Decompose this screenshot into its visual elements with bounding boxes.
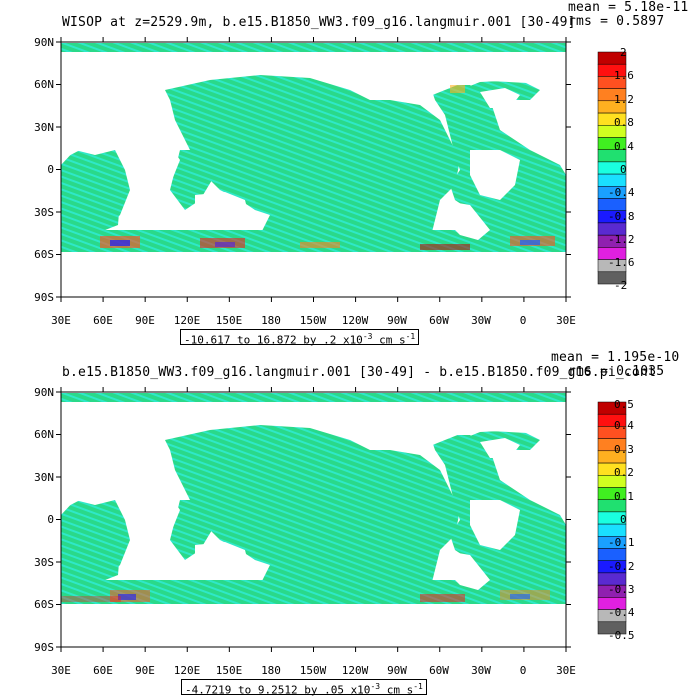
bottom-cb-label-10: -0.5 <box>608 629 635 642</box>
bottom-cb-label-3: 0.2 <box>614 466 634 479</box>
top-colorbar <box>597 51 627 285</box>
top-ylabel-60n: 60N <box>34 78 54 91</box>
bottom-ylabel-90n: 90N <box>34 386 54 399</box>
axis-ticks <box>56 387 571 652</box>
top-cb-label-5: 0 <box>620 163 627 176</box>
top-xlabel-180: 180 <box>261 314 281 327</box>
bottom-range-units: cm s <box>380 683 414 697</box>
bottom-xlabel-120w: 120W <box>341 664 369 677</box>
bottom-ylabel-30s: 30S <box>34 556 54 569</box>
bottom-map-land <box>61 410 566 590</box>
top-cb-label-8: -1.2 <box>608 233 635 246</box>
bottom-cb-label-1: 0.4 <box>614 419 634 432</box>
top-xlabel-0: 0 <box>519 314 527 327</box>
bottom-cb-label-2: 0.3 <box>614 443 634 456</box>
top-map-panel: WISOP at z=2529.9m, b.e15.B1850_WW3.f09_… <box>34 0 689 347</box>
top-cb-label-10: -2 <box>614 279 628 292</box>
top-xlabel-90w: 90W <box>387 314 407 327</box>
top-map-antarctic-noise <box>61 85 566 297</box>
top-cb-label-2: 1.2 <box>614 93 634 106</box>
bottom-xlabel-30e: 30E <box>51 664 71 677</box>
top-ylabel-60s: 60S <box>34 248 54 261</box>
axis-ticks <box>56 37 571 302</box>
colorbar-swatch <box>597 548 627 561</box>
bottom-xlabel-60e: 60E <box>93 664 113 677</box>
top-xlabel-120e: 120E <box>173 314 201 327</box>
top-xlabel-60w: 60W <box>429 314 449 327</box>
top-ylabel-30n: 30N <box>34 121 54 134</box>
top-range-box: -10.617 to 16.872 by .2 x10-3 cm s-1 <box>180 329 420 347</box>
top-xlabel-150w: 150W <box>299 314 327 327</box>
top-cb-label-1: 1.6 <box>614 69 634 82</box>
bottom-ylabel-90s: 90S <box>34 641 54 654</box>
top-map-rms: rms = 0.5897 <box>568 14 665 29</box>
top-xlabel-60e: 60E <box>93 314 113 327</box>
bottom-map-mean: mean = 1.195e-10 <box>551 350 680 365</box>
bottom-cb-label-6: -0.1 <box>608 536 635 549</box>
bottom-xlabel-90e: 90E <box>135 664 155 677</box>
top-range-text: -10.617 to 16.872 by .2 x10 <box>184 333 363 347</box>
bottom-cb-label-8: -0.3 <box>608 583 635 596</box>
bottom-cb-label-0: 0.5 <box>614 398 634 411</box>
top-xlabel-150e: 150E <box>215 314 243 327</box>
top-cb-label-6: -0.4 <box>608 186 635 199</box>
bottom-range-units-exp: -1 <box>413 682 423 691</box>
bottom-xlabel-0: 0 <box>519 664 527 677</box>
bottom-ylabel-30n: 30N <box>34 471 54 484</box>
bottom-range-exp: -3 <box>370 682 381 691</box>
top-xlabel-30e: 30E <box>51 314 71 327</box>
bottom-range-box: -4.7219 to 9.2512 by .05 x10-3 cm s-1 <box>181 679 427 697</box>
bottom-cb-label-5: 0 <box>620 513 627 526</box>
colorbar-swatch <box>597 198 627 211</box>
bottom-cb-label-4: 0.1 <box>614 490 634 503</box>
bottom-cb-label-7: -0.2 <box>608 560 635 573</box>
top-cb-label-3: 0.8 <box>614 116 634 129</box>
bottom-xlabel-150e: 150E <box>215 664 243 677</box>
bottom-map-rms: rms = 0.1035 <box>568 364 665 379</box>
bottom-range-text: -4.7219 to 9.2512 by .05 x10 <box>185 683 371 697</box>
bottom-ylabel-0: 0 <box>47 513 54 526</box>
top-map-title: WISOP at z=2529.9m, b.e15.B1850_WW3.f09_… <box>62 15 576 30</box>
top-ylabel-90n: 90N <box>34 36 54 49</box>
bottom-xlabel-30e-end: 30E <box>556 664 576 677</box>
top-cb-label-4: 0.4 <box>614 140 634 153</box>
bottom-ylabel-60s: 60S <box>34 598 54 611</box>
bottom-map-antarctic-noise <box>61 590 566 647</box>
top-map-land <box>61 60 566 240</box>
top-xlabel-30w: 30W <box>471 314 491 327</box>
bottom-cb-label-9: -0.4 <box>608 606 635 619</box>
bottom-xlabel-120e: 120E <box>173 664 201 677</box>
bottom-ylabel-60n: 60N <box>34 428 54 441</box>
colorbar-swatch <box>597 621 627 635</box>
top-xlabel-90e: 90E <box>135 314 155 327</box>
colorbar-swatch <box>597 271 627 285</box>
bottom-map-title: b.e15.B1850_WW3.f09_g16.langmuir.001 [30… <box>62 365 656 380</box>
top-map-graphic <box>56 37 627 302</box>
top-range-exp: -3 <box>362 332 373 341</box>
top-cb-label-9: -1.6 <box>608 256 635 269</box>
top-ylabel-90s: 90S <box>34 291 54 304</box>
bottom-xlabel-30w: 30W <box>471 664 491 677</box>
top-range-units-exp: -1 <box>405 332 416 341</box>
top-map-mean: mean = 5.18e-11 <box>568 0 689 15</box>
top-cb-label-0: 2 <box>620 46 627 59</box>
bottom-xlabel-90w: 90W <box>387 664 407 677</box>
bottom-xlabel-150w: 150W <box>299 664 327 677</box>
bottom-xlabel-180: 180 <box>261 664 281 677</box>
top-cb-label-7: -0.8 <box>608 210 635 223</box>
bottom-map-graphic <box>56 387 627 652</box>
top-ylabel-0: 0 <box>47 163 54 176</box>
top-xlabel-30e-end: 30E <box>556 314 576 327</box>
top-xlabel-120w: 120W <box>341 314 369 327</box>
bottom-map-panel: b.e15.B1850_WW3.f09_g16.langmuir.001 [30… <box>0 350 700 700</box>
bottom-colorbar <box>597 401 627 635</box>
top-range-units: cm s <box>372 333 406 347</box>
bottom-xlabel-60w: 60W <box>429 664 449 677</box>
top-ylabel-30s: 30S <box>34 206 54 219</box>
